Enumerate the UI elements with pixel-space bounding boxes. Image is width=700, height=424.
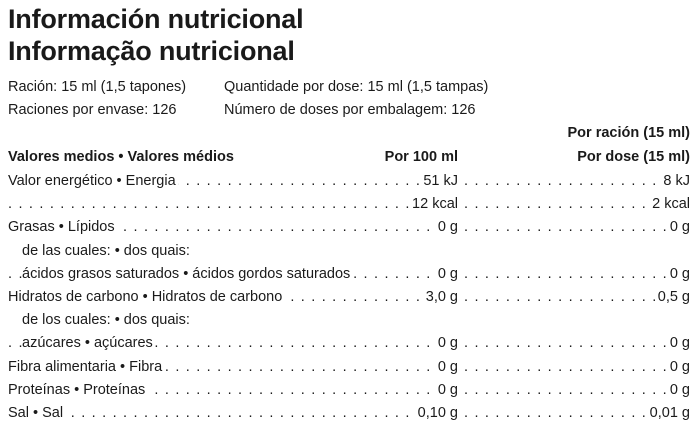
table-row: . . . . . . . . . . . . . . . . . . . . … (8, 194, 690, 214)
nutrient-label: Sal • Sal (8, 403, 66, 423)
nutrient-label: ácidos grasos saturados • ácidos gordos … (22, 264, 353, 284)
value-per-100ml: 51 kJ (421, 171, 458, 191)
per-100ml-header: Por 100 ml (384, 149, 458, 165)
table-row: . . . . . . . . . . . . . . . . . . . . … (8, 380, 690, 400)
dot-leader: . . . . . . . . . . . . . . . . . . . . … (464, 382, 690, 398)
value-per-100ml: 0,10 g (415, 403, 458, 423)
dot-leader: . . . . . . . . . . . . . . . . . . . . … (464, 359, 690, 375)
value-per-serving: 8 kJ (661, 171, 690, 191)
servings-per-container-pt: Número de doses por embalagem: 126 (224, 102, 476, 118)
dot-leader: . . . . . . . . . . . . . . . . . . . . … (8, 196, 458, 212)
title-spanish: Información nutricional (8, 4, 304, 34)
table-row: . . . . . . . . . . . . . . . . . . . . … (8, 287, 690, 307)
dot-leader: . . . . . . . . . . . . . . . . . . . . … (464, 173, 690, 189)
dot-leader: . . . . . . . . . . . . . . . . . . . . … (464, 289, 690, 305)
value-per-100ml: 0 g (435, 217, 458, 237)
dot-leader: . . . . . . . . . . . . . . . . . . . . … (464, 219, 690, 235)
value-per-100ml: 0 g (435, 357, 458, 377)
table-row: de las cuales: • dos quais: (8, 241, 690, 261)
value-per-100ml: 0 g (435, 333, 458, 353)
value-per-100ml: 3,0 g (423, 287, 458, 307)
nutrient-label: Grasas • Lípidos (8, 217, 117, 237)
nutrient-label: Hidratos de carbono • Hidratos de carbon… (8, 287, 285, 307)
title-portuguese: Informação nutricional (8, 36, 295, 66)
dot-leader: . . . . . . . . . . . . . . . . . . . . … (8, 219, 458, 235)
dot-leader: . . . . . . . . . . . . . . . . . . . . … (464, 405, 690, 421)
value-per-100ml: 12 kcal (410, 194, 458, 214)
nutrient-label: Proteínas • Proteínas (8, 380, 148, 400)
value-per-serving: 0 g (667, 333, 690, 353)
nutrient-label: Valor energético • Energia (8, 171, 178, 191)
serving-size-es: Ración: 15 ml (1,5 tapones) (8, 79, 187, 95)
serving-size-pt: Quantidade por dose: 15 ml (1,5 tampas) (224, 79, 489, 95)
dot-leader: . . . . . . . . . . . . . . . . . . . . … (8, 405, 458, 421)
table-row: . . . . . . . . . . . . . . . . . . . . … (8, 357, 690, 377)
dot-leader: . . . . . . . . . . . . . . . . . . . . … (464, 196, 690, 212)
table-row: de los cuales: • dos quais: (8, 310, 690, 330)
nutrient-label: de las cuales: • dos quais: (22, 241, 192, 261)
table-row: . . . . . . . . . . . . . . . . . . . . … (8, 403, 690, 423)
value-per-serving: 2 kcal (650, 194, 690, 214)
value-per-100ml: 0 g (435, 264, 458, 284)
value-per-serving: 0 g (667, 217, 690, 237)
value-per-serving: 0 g (667, 380, 690, 400)
dot-leader: . . . . . . . . . . . . . . . . . . . . … (464, 335, 690, 351)
per-serving-header-es: Por ración (15 ml) (567, 125, 690, 141)
nutrient-label: Fibra alimentaria • Fibra (8, 357, 165, 377)
value-per-serving: 0,01 g (647, 403, 690, 423)
nutrient-label: azúcares • açúcares (22, 333, 155, 353)
table-row: . . . . . . . . . . . . . . . . . . . . … (8, 264, 690, 284)
value-per-100ml: 0 g (435, 380, 458, 400)
table-row: . . . . . . . . . . . . . . . . . . . . … (8, 171, 690, 191)
nutrient-label: de los cuales: • dos quais: (22, 310, 192, 330)
servings-per-container-es: Raciones por envase: 126 (8, 102, 177, 118)
value-per-serving: 0 g (667, 264, 690, 284)
value-per-serving: 0 g (667, 357, 690, 377)
value-per-serving: 0,5 g (655, 287, 690, 307)
per-serving-header-pt: Por dose (15 ml) (577, 149, 690, 165)
column-header-values: Valores medios • Valores médios (8, 149, 234, 165)
dot-leader: . . . . . . . . . . . . . . . . . . . . … (464, 266, 690, 282)
table-row: . . . . . . . . . . . . . . . . . . . . … (8, 333, 690, 353)
table-row: . . . . . . . . . . . . . . . . . . . . … (8, 217, 690, 237)
